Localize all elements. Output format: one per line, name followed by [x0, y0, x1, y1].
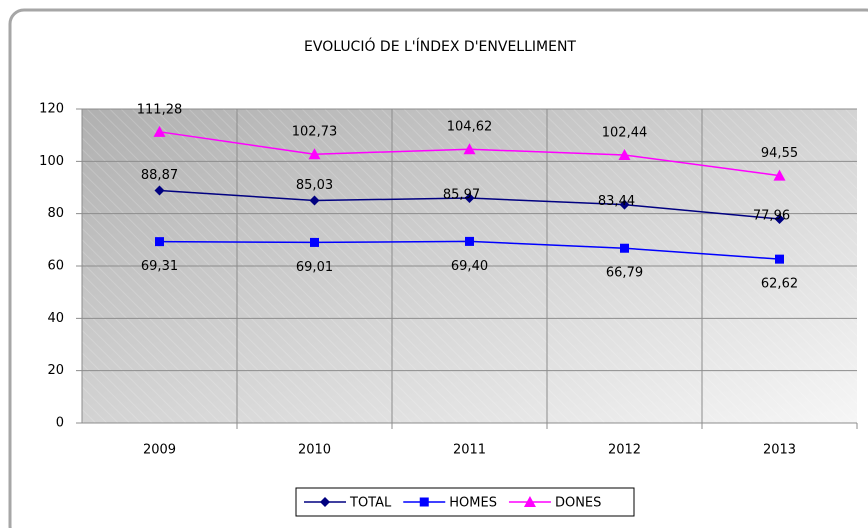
- legend-label: TOTAL: [349, 496, 392, 511]
- x-tick-label: 2009: [143, 443, 176, 458]
- data-label: 77,96: [753, 209, 790, 224]
- legend-label: DONES: [555, 496, 601, 511]
- marker: [309, 195, 320, 206]
- marker: [419, 497, 429, 507]
- marker: [320, 497, 330, 507]
- x-tick-label: 2012: [608, 443, 641, 458]
- y-tick-label: 80: [47, 206, 64, 221]
- marker: [620, 243, 629, 253]
- marker: [153, 125, 166, 137]
- data-label: 62,62: [761, 277, 798, 292]
- marker: [618, 148, 631, 160]
- y-tick-label: 120: [39, 102, 64, 117]
- marker: [774, 214, 785, 225]
- marker: [775, 254, 784, 264]
- marker: [154, 185, 165, 196]
- data-label: 83,44: [598, 194, 635, 209]
- data-label: 69,40: [451, 259, 488, 274]
- marker: [523, 496, 536, 507]
- y-tick-label: 40: [47, 311, 64, 326]
- marker: [464, 193, 475, 204]
- data-label: 85,97: [443, 188, 480, 203]
- y-tick-label: 20: [47, 363, 64, 378]
- data-label: 69,31: [141, 259, 178, 274]
- data-label: 88,87: [141, 168, 178, 183]
- marker: [155, 237, 164, 247]
- data-label: 85,03: [296, 178, 333, 193]
- marker: [308, 148, 321, 160]
- data-label: 102,44: [602, 125, 648, 140]
- y-tick-label: 0: [56, 416, 64, 431]
- marker: [619, 199, 630, 210]
- legend-item: HOMES: [403, 496, 497, 511]
- data-label: 69,01: [296, 260, 333, 275]
- x-tick-label: 2013: [763, 443, 796, 458]
- data-label: 104,62: [447, 120, 493, 135]
- data-label: 66,79: [606, 266, 643, 281]
- legend-box: [295, 487, 635, 517]
- legend: TOTAL HOMES DONES: [295, 487, 635, 517]
- y-tick-label: 60: [47, 259, 64, 274]
- marker: [463, 143, 476, 155]
- data-label: 102,73: [292, 125, 338, 140]
- legend-item: TOTAL: [304, 496, 392, 511]
- chart-title: EVOLUCIÓ DE L'ÍNDEX D'ENVELLIMENT: [304, 37, 576, 55]
- legend-item: DONES: [508, 496, 601, 511]
- data-label: 111,28: [137, 102, 183, 117]
- legend-label: HOMES: [449, 496, 497, 511]
- marker: [773, 169, 786, 181]
- data-label: 94,55: [761, 146, 798, 161]
- x-tick-label: 2011: [453, 443, 486, 458]
- x-tick-label: 2010: [298, 443, 331, 458]
- y-tick-label: 100: [39, 154, 64, 169]
- marker: [310, 237, 319, 247]
- marker: [465, 236, 474, 246]
